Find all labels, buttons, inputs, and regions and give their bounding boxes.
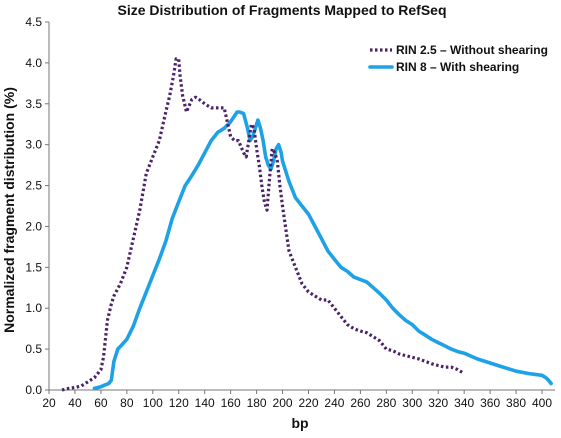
series-layer: [61, 57, 553, 392]
x-tick-label: 60: [94, 396, 108, 410]
x-tick-label: 220: [298, 396, 318, 410]
y-tick-label: 3.5: [25, 97, 42, 111]
chart-title: Size Distribution of Fragments Mapped to…: [117, 2, 446, 18]
y-tick-label: 2.0: [25, 219, 42, 233]
x-tick-label: 320: [428, 396, 448, 410]
x-tick-label: 260: [350, 396, 370, 410]
legend-label: RIN 2.5 – Without shearing: [396, 43, 548, 57]
x-tick-label: 40: [68, 396, 82, 410]
series-line-without-shearing: [61, 57, 466, 392]
x-tick-label: 100: [143, 396, 163, 410]
x-tick-label: 120: [169, 396, 189, 410]
x-tick-label: 380: [506, 396, 526, 410]
x-tick-label: 360: [480, 396, 500, 410]
y-axis-title: Normalized fragment distribution (%): [1, 87, 17, 333]
x-tick-label: 300: [402, 396, 422, 410]
y-tick-label: 1.5: [25, 260, 42, 274]
axes: [48, 22, 555, 391]
x-tick-label: 160: [221, 396, 241, 410]
y-tick-label: 3.0: [25, 138, 42, 152]
y-tick-label: 0.0: [25, 383, 42, 397]
x-tick-label: 280: [376, 396, 396, 410]
x-tick-label: 340: [454, 396, 474, 410]
legend: RIN 2.5 – Without shearing RIN 8 – With s…: [368, 43, 548, 74]
y-tick-label: 4.0: [25, 56, 42, 70]
x-tick-label: 20: [42, 396, 56, 410]
y-tick-label: 0.5: [25, 342, 42, 356]
x-tick-label: 80: [120, 396, 134, 410]
x-tick-label: 180: [247, 396, 267, 410]
x-axis-ticks: 20 40 60 80 100 120 140 160 180 200 220 240 260 280 30…: [42, 390, 552, 410]
y-tick-label: 2.5: [25, 179, 42, 193]
y-axis-ticks: 0.0 0.5 1.0 1.5 2.0 2.5 3.0 3.5 4.0 4.5: [25, 15, 49, 397]
x-tick-label: 240: [324, 396, 344, 410]
x-axis-title: bp: [291, 415, 308, 431]
series-line-with-shearing: [92, 110, 553, 391]
y-tick-label: 4.5: [25, 15, 42, 29]
x-tick-label: 200: [273, 396, 293, 410]
x-tick-label: 400: [532, 396, 552, 410]
x-tick-label: 140: [195, 396, 215, 410]
legend-label: RIN 8 – With shearing: [396, 60, 519, 74]
y-tick-label: 1.0: [25, 301, 42, 315]
